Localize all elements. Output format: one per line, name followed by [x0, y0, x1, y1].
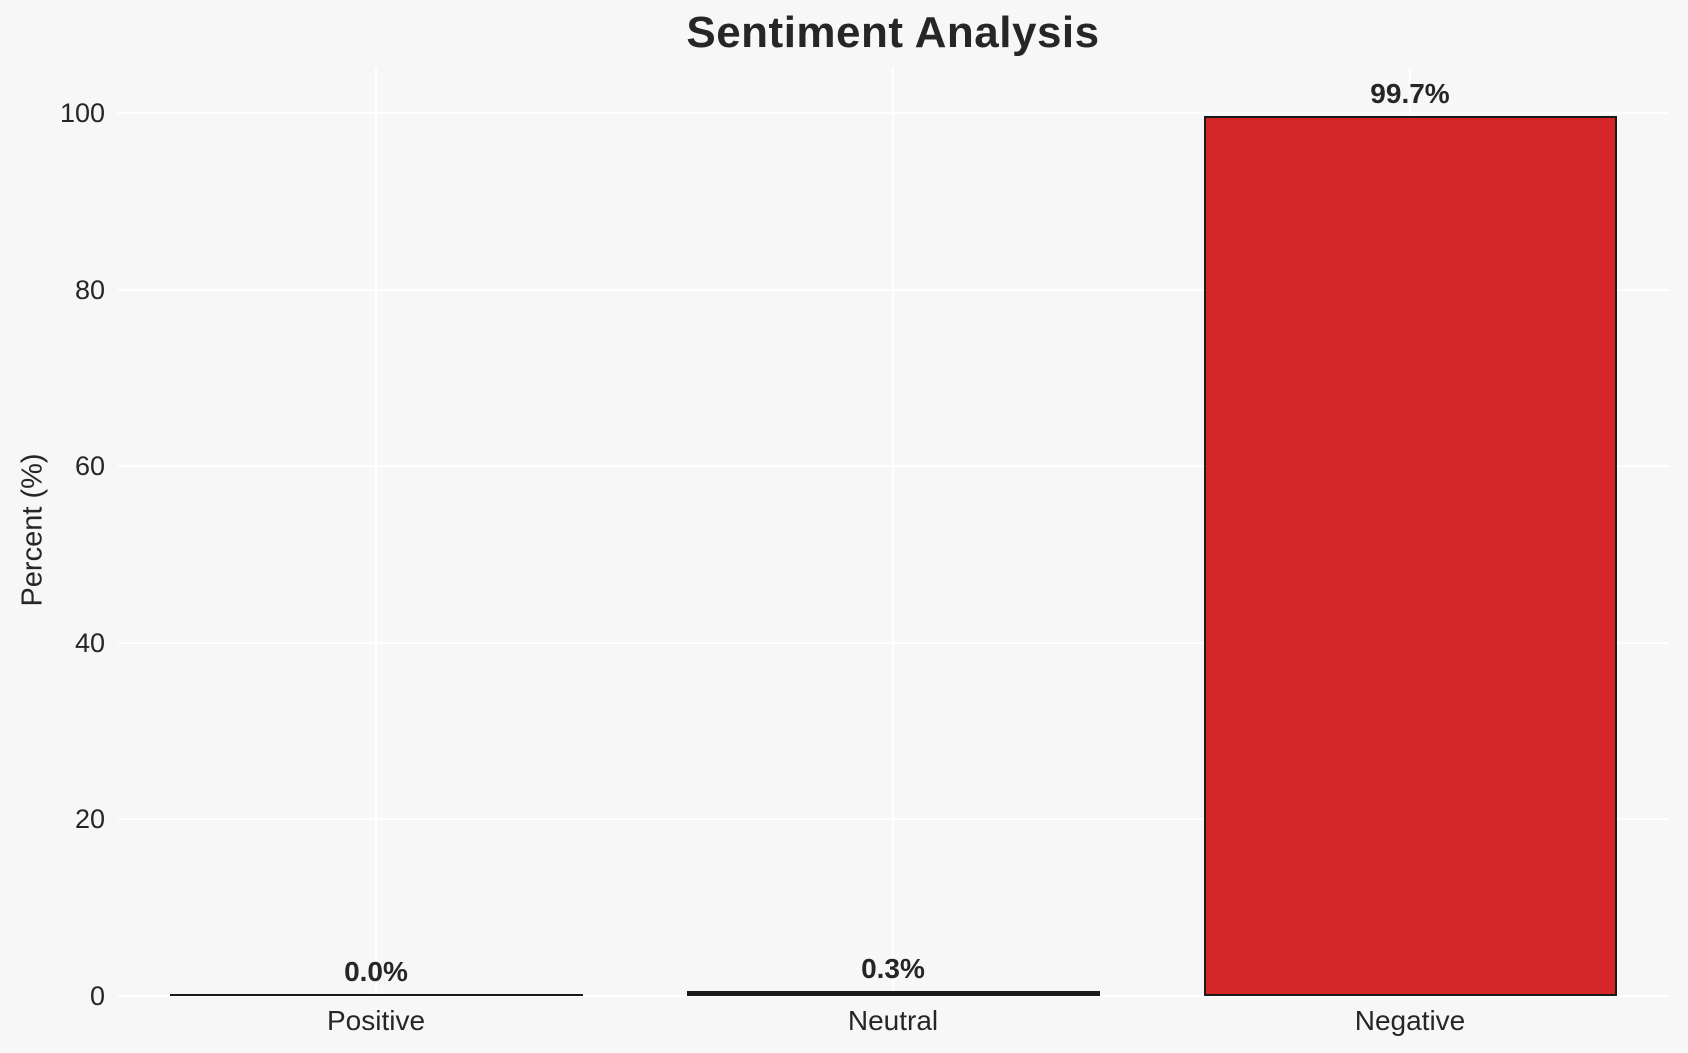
- bar-value-label: 0.3%: [861, 953, 925, 984]
- bar-negative: [1203, 116, 1617, 996]
- y-tick-label: 60: [74, 451, 105, 481]
- x-gridline: [375, 68, 377, 996]
- chart-title: Sentiment Analysis: [686, 8, 1100, 57]
- x-tick-label: Negative: [1354, 1005, 1466, 1036]
- x-tick-label: Neutral: [847, 1005, 939, 1036]
- x-gridline: [892, 68, 894, 996]
- x-tick-label: Positive: [326, 1005, 426, 1036]
- bar-value-label: 99.7%: [1370, 78, 1450, 109]
- bar-value-label: 0.0%: [344, 956, 408, 987]
- bar-positive: [169, 994, 583, 996]
- y-tick-label: 40: [74, 628, 105, 658]
- bar-neutral: [686, 991, 1100, 996]
- y-tick-label: 0: [89, 981, 105, 1011]
- y-tick-label: 100: [59, 98, 105, 128]
- y-tick-label: 80: [74, 275, 105, 305]
- y-tick-label: 20: [74, 804, 105, 834]
- y-gridline: [118, 995, 1668, 997]
